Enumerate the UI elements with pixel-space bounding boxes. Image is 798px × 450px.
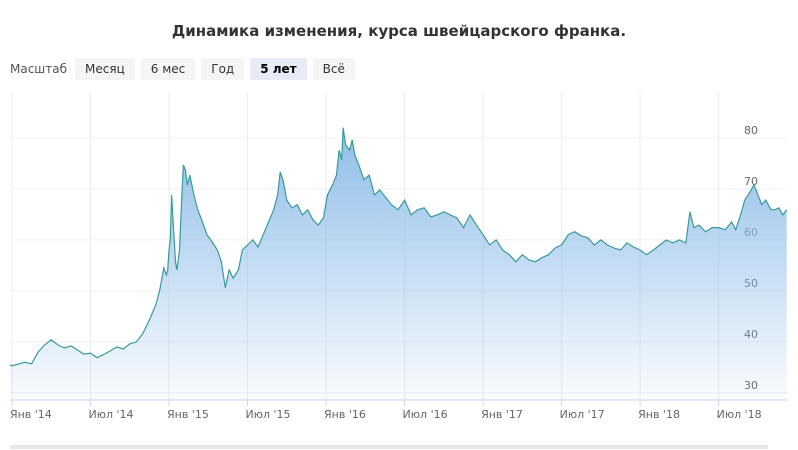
x-tick-label: Янв '18 [638,408,680,421]
range-button[interactable]: Всё [312,58,355,80]
line [9,127,788,367]
y-tick-label: 80 [744,124,758,137]
range-button[interactable]: Год [201,58,245,80]
x-tick-label: Июл '17 [560,408,605,421]
range-button[interactable]: Месяц [75,58,135,80]
x-tick-label: Янв '15 [167,408,209,421]
y-tick-label: 70 [744,175,758,188]
range-button[interactable]: 6 мес [140,58,196,80]
range-label: Масштаб [10,62,68,76]
x-tick-label: Янв '16 [324,408,366,421]
x-tick-label: Июл '14 [88,408,133,421]
x-tick-label: Июл '16 [403,408,448,421]
area-fill [10,127,787,400]
navigator-bar [10,445,768,449]
x-tick-label: Янв '14 [10,408,52,421]
x-tick-label: Июл '15 [246,408,291,421]
range-button[interactable]: 5 лет [250,58,307,80]
x-tick-label: Июл '18 [717,408,762,421]
range-selector: Масштаб Месяц 6 мес Год 5 лет Всё [10,58,361,80]
chart-title: Динамика изменения, курса швейцарского ф… [171,22,627,40]
x-tick-label: Янв '17 [481,408,523,421]
